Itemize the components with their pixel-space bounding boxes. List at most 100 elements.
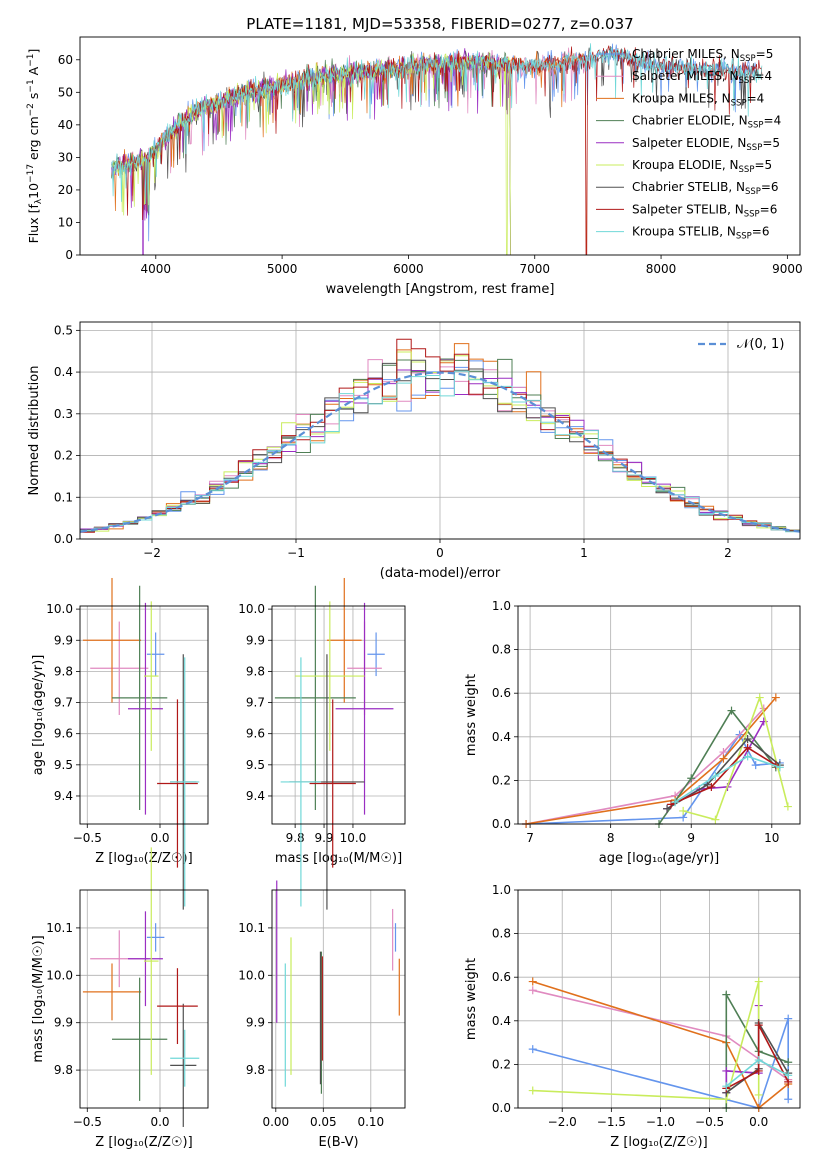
y-tick-label: 0.6 bbox=[492, 970, 511, 984]
x-tick-label: 0.10 bbox=[357, 1115, 384, 1129]
y-tick-label: 9.6 bbox=[246, 727, 265, 741]
weight-marker-kroupa-elodie bbox=[783, 802, 792, 811]
x-tick-label: 0.0 bbox=[150, 1115, 169, 1129]
y-axis-label: Flux [fλ10−17 erg cm−2 s−1 A−1] bbox=[26, 49, 44, 244]
y-tick-label: 1.0 bbox=[492, 883, 511, 897]
weight-line-kroupa-stelib bbox=[674, 755, 781, 803]
weight-marker-salpeter-stelib bbox=[667, 800, 676, 809]
legend-label: Chabrier ELODIE, NSSP=4 bbox=[632, 114, 781, 131]
x-tick-label: 1 bbox=[580, 546, 588, 560]
x-tick-label: 9.9 bbox=[314, 831, 333, 845]
legend-name: Kroupa MILES, N bbox=[632, 91, 731, 105]
weight-marker-chabrier-elodie bbox=[722, 990, 731, 999]
y-tick-label: 0.2 bbox=[492, 773, 511, 787]
legend-label: Kroupa MILES, NSSP=4 bbox=[632, 91, 764, 108]
axes-frame bbox=[79, 321, 801, 540]
y-tick-label: 0.4 bbox=[492, 1014, 511, 1028]
legend-name: Salpeter STELIB, N bbox=[632, 202, 744, 216]
y-tick-label: 9.4 bbox=[54, 789, 73, 803]
x-axis-label: Z [log₁₀(Z/Z☉)] bbox=[610, 1135, 707, 1150]
y-tick-label: 9.7 bbox=[54, 696, 73, 710]
weight-marker-kroupa-miles bbox=[771, 693, 780, 702]
legend-subscript: SSP bbox=[739, 165, 755, 175]
x-axis-label: Z [log₁₀(Z/Z☉)] bbox=[95, 1135, 192, 1150]
axes-frame bbox=[79, 889, 209, 1109]
age-vs-mass-panel: 9.8 9.9 10.0 9.4 9.5 9.6 9.7 9.8 9.9 10.0 mass [lo… bbox=[238, 577, 406, 910]
weight-line-chabrier-elodie bbox=[725, 991, 789, 1108]
legend-n: =6 bbox=[752, 225, 770, 239]
legend-subscript: SSP bbox=[746, 143, 762, 153]
x-axis-label: Z [log₁₀(Z/Z☉)] bbox=[95, 851, 192, 866]
x-axis-label: age [log₁₀(age/yr)] bbox=[599, 851, 720, 866]
legend-name: Chabrier MILES, N bbox=[632, 47, 740, 61]
spectrum-panel: 4000 5000 6000 7000 8000 9000 0 10 20 30 40 50 60 wav… bbox=[26, 15, 803, 297]
legend-label: Salpeter ELODIE, NSSP=5 bbox=[632, 136, 780, 153]
x-axis-label: mass [log₁₀(M/M☉)] bbox=[275, 851, 402, 866]
legend-label: Chabrier MILES, NSSP=5 bbox=[632, 47, 773, 64]
y-tick-label: 10.1 bbox=[238, 921, 265, 935]
weight-marker-kroupa-elodie bbox=[528, 1086, 537, 1095]
weight-marker-chabrier-miles bbox=[528, 1045, 537, 1054]
x-axis-label: wavelength [Angstrom, rest frame] bbox=[326, 282, 555, 297]
x-axis-label: (data-model)/error bbox=[380, 566, 501, 581]
y-tick-label: 0.4 bbox=[492, 730, 511, 744]
y-axis-label-part: −1 bbox=[26, 54, 36, 67]
weight-line-kroupa-miles bbox=[525, 697, 777, 825]
y-tick-label: 50 bbox=[58, 85, 73, 99]
y-tick-label: 9.5 bbox=[54, 758, 73, 772]
x-tick-label: 7 bbox=[526, 831, 534, 845]
weight-marker-kroupa-stelib bbox=[784, 1071, 793, 1080]
legend-subscript: SSP bbox=[740, 54, 756, 64]
residual-histogram-panel: −2 −1 0 1 2 0.0 0.1 0.2 0.3 0.4 0.5 (data-model)/er… bbox=[27, 321, 801, 581]
chart-title: PLATE=1181, MJD=53358, FIBERID=0277, z=0… bbox=[246, 15, 633, 33]
x-tick-label: −0.5 bbox=[73, 831, 102, 845]
weight-line-kroupa-elodie bbox=[532, 981, 760, 1101]
y-axis-label: mass weight bbox=[464, 958, 479, 1040]
y-tick-label: 0.4 bbox=[54, 365, 73, 379]
y-tick-label: 30 bbox=[58, 150, 73, 164]
x-tick-label: 0.05 bbox=[310, 1115, 337, 1129]
y-tick-label: 10.0 bbox=[46, 968, 73, 982]
y-axis-label: mass [log₁₀(M/M☉)] bbox=[31, 935, 46, 1062]
weight-marker-kroupa-elodie bbox=[754, 977, 763, 986]
legend-n: =5 bbox=[754, 158, 772, 172]
weight-marker-kroupa-elodie bbox=[679, 806, 688, 815]
x-tick-label: 9 bbox=[687, 831, 695, 845]
weight-marker-chabrier-miles bbox=[784, 1095, 793, 1104]
weight-marker-kroupa-stelib bbox=[671, 798, 680, 807]
axes-frame bbox=[271, 889, 406, 1109]
x-tick-label: 0 bbox=[436, 546, 444, 560]
legend-subscript: SSP bbox=[739, 76, 755, 86]
y-tick-label: 10.0 bbox=[46, 602, 73, 616]
weight-marker-salpeter-stelib bbox=[707, 782, 716, 791]
mass-vs-metallicity-panel: −0.5 0.0 9.8 9.9 10.0 10.1 Z [log₁₀(Z/Z☉)] mass… bbox=[31, 847, 209, 1150]
y-tick-label: 40 bbox=[58, 118, 73, 132]
y-axis-label-part: Flux [f bbox=[26, 204, 41, 244]
weight-line-salpeter-stelib bbox=[725, 1024, 789, 1090]
legend-name: Chabrier ELODIE, N bbox=[632, 114, 748, 128]
x-tick-label: 4000 bbox=[141, 262, 172, 276]
x-tick-label: 0.0 bbox=[749, 1115, 768, 1129]
legend-label: Kroupa STELIB, NSSP=6 bbox=[632, 225, 770, 242]
legend-label: Kroupa ELODIE, NSSP=5 bbox=[632, 158, 772, 175]
y-tick-label: 10 bbox=[58, 215, 73, 229]
weight-marker-kroupa-elodie bbox=[711, 815, 720, 824]
y-tick-label: 9.5 bbox=[246, 758, 265, 772]
x-tick-label: 10.0 bbox=[340, 831, 367, 845]
axes-frame bbox=[517, 889, 801, 1109]
y-tick-label: 9.9 bbox=[246, 1016, 265, 1030]
legend-subscript: SSP bbox=[745, 187, 761, 197]
x-tick-label: −2 bbox=[143, 546, 161, 560]
y-axis-label-part: −17 bbox=[26, 164, 36, 183]
y-tick-label: 0.0 bbox=[54, 532, 73, 546]
weight-marker-kroupa-miles bbox=[719, 754, 728, 763]
y-tick-label: 0.1 bbox=[54, 490, 73, 504]
legend-n: =5 bbox=[762, 136, 780, 150]
weight-marker-chabrier-stelib bbox=[663, 804, 672, 813]
x-tick-label: −0.5 bbox=[73, 1115, 102, 1129]
y-tick-label: 0.0 bbox=[492, 1101, 511, 1115]
weight-line-salpeter-miles bbox=[525, 707, 765, 825]
y-tick-label: 0.6 bbox=[492, 686, 511, 700]
weight-line-kroupa-miles bbox=[532, 980, 789, 1110]
y-axis-label-part: ] bbox=[26, 49, 41, 54]
